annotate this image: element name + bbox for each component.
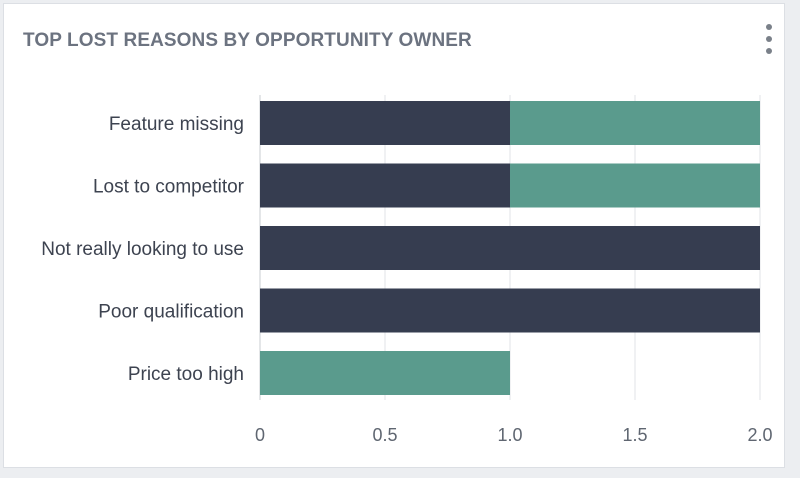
bar-segment[interactable] (260, 351, 510, 395)
vertical-ellipsis-icon[interactable] (758, 22, 780, 56)
category-label: Feature missing (109, 114, 244, 135)
chart-title: TOP LOST REASONS BY OPPORTUNITY OWNER (23, 30, 472, 51)
category-label: Price too high (128, 364, 244, 385)
bar-segment[interactable] (260, 226, 760, 270)
bar-segment[interactable] (510, 101, 760, 145)
bar-segment[interactable] (260, 101, 510, 145)
x-tick-label: 0 (255, 425, 265, 445)
category-label: Lost to competitor (93, 177, 245, 198)
bar-segment[interactable] (510, 163, 760, 208)
category-label: Poor qualification (98, 302, 244, 323)
x-tick-label: 1.0 (497, 425, 522, 445)
bars (260, 101, 760, 395)
x-axis-ticks: 0 0.5 1.0 1.5 2.0 (255, 425, 773, 445)
x-tick-label: 0.5 (372, 425, 397, 445)
category-label: Not really looking to use (41, 239, 244, 260)
bar-segment[interactable] (260, 288, 760, 333)
x-tick-label: 1.5 (622, 425, 647, 445)
x-tick-label: 2.0 (747, 425, 772, 445)
bar-segment[interactable] (260, 163, 510, 208)
category-labels: Feature missing Lost to competitor Not rea… (41, 114, 244, 385)
